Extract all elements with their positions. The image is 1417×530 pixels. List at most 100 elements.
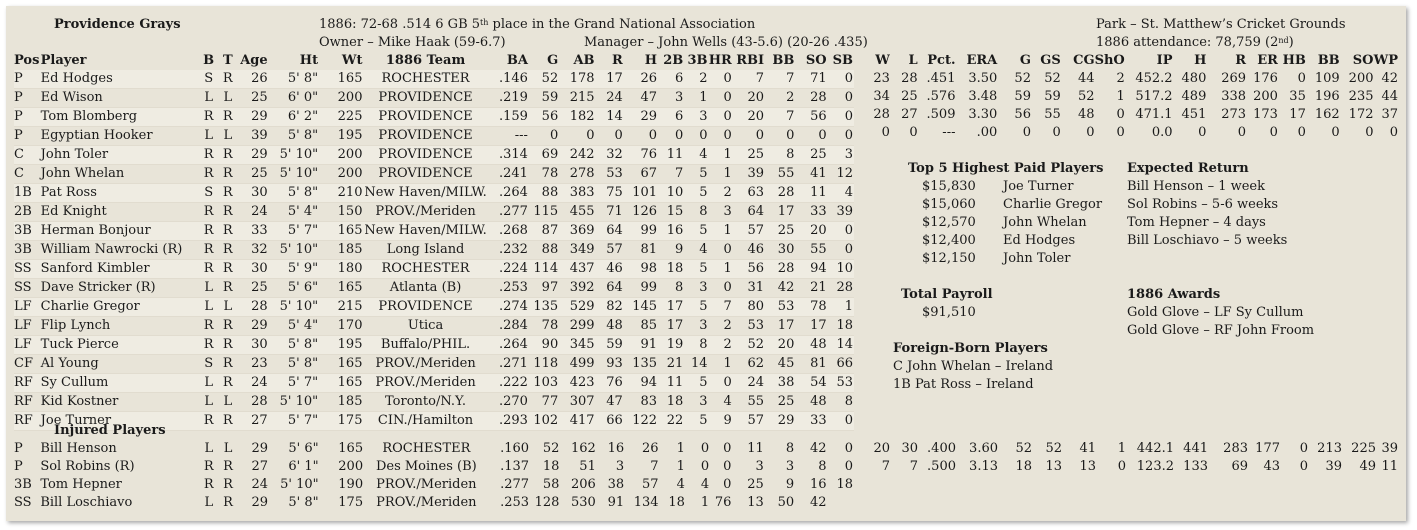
awards-title: 1886 Awards <box>1127 287 1221 302</box>
cell: .224 <box>488 259 529 279</box>
cell: 3 <box>755 459 764 474</box>
cell: 25 <box>238 278 269 298</box>
cell: 442.1 <box>1136 441 1174 456</box>
cell: 0 <box>1086 125 1095 140</box>
column-header: IP <box>1156 53 1173 68</box>
cell: 8 <box>658 278 685 298</box>
cell: .232 <box>488 240 529 260</box>
cell: 24 <box>251 477 268 492</box>
cell: 37 <box>1381 107 1398 122</box>
cell: 87 <box>528 221 560 241</box>
cell: 173 <box>1253 107 1278 122</box>
cell: 49 <box>1359 459 1376 474</box>
cell: 185 <box>319 240 364 260</box>
cell: R <box>218 145 239 165</box>
cell: 215 <box>319 297 364 317</box>
cell: 64 <box>595 221 624 241</box>
cell: 499 <box>559 354 596 374</box>
cell: 196 <box>1314 89 1340 104</box>
cell: 0 <box>732 126 766 146</box>
cell: 7 <box>765 107 796 127</box>
cell: 15 <box>658 202 685 222</box>
cell: 29 <box>765 411 796 431</box>
cell: 7 <box>650 459 659 474</box>
cell: 44 <box>1381 89 1398 104</box>
column-header: RBI <box>736 53 765 68</box>
award-item: Gold Glove – RF John Froom <box>1127 323 1315 338</box>
cell: RF <box>14 373 41 393</box>
cell: 176 <box>1253 71 1278 86</box>
cell: 7 <box>765 70 796 89</box>
player-row: SS Dave Stricker (R) L R 25 5' 6" 165 Atlanta (… <box>14 278 854 298</box>
cell: 25 <box>901 89 918 104</box>
cell: 53 <box>765 297 796 317</box>
column-header: HB <box>1282 53 1306 68</box>
cell: 64 <box>732 202 766 222</box>
cell: P <box>14 70 41 89</box>
cell: 52 <box>1015 441 1032 456</box>
cell: 55 <box>1044 107 1061 122</box>
cell: R <box>218 316 239 336</box>
cell: 28 <box>827 278 854 298</box>
cell: .146 <box>488 70 529 89</box>
cell: 5 <box>684 373 709 393</box>
cell: 9 <box>708 411 733 431</box>
cell: Long Island <box>363 240 489 260</box>
cell: 71 <box>795 70 828 89</box>
cell: Atlanta (B) <box>363 278 489 298</box>
cell: 0 <box>1117 459 1126 474</box>
cell: Kid Kostner <box>40 392 201 412</box>
cell: 55 <box>732 392 766 412</box>
cell: R <box>218 259 239 279</box>
cell: .274 <box>488 297 529 317</box>
cell: 1 <box>676 459 685 474</box>
player-row: P Tom Blomberg R R 29 6' 2" 225 PROVIDENCE .159 5… <box>14 107 854 127</box>
cell: LF <box>14 297 41 317</box>
cell: 103 <box>528 373 560 393</box>
cell: 23 <box>238 354 269 374</box>
cell: R <box>218 354 239 374</box>
cell: 29 <box>251 441 268 456</box>
cell: 172 <box>1348 107 1374 122</box>
cell: 76 <box>623 145 659 165</box>
pitching-row: 34 25 .576 3.48 59 59 52 1 517.2 489 338 200 35 196 23… <box>866 88 1398 106</box>
cell: 5' 8" <box>268 354 320 374</box>
cell: 369 <box>559 221 596 241</box>
cell: 80 <box>732 297 766 317</box>
cell: 19 <box>658 335 685 355</box>
cell: Sol Robins (R) <box>40 459 135 474</box>
cell: 126 <box>623 202 659 222</box>
top-paid-title: Top 5 Highest Paid Players <box>908 161 1104 176</box>
cell: 109 <box>1314 71 1340 86</box>
column-header: GS <box>1040 53 1061 68</box>
cell: PROVIDENCE <box>363 145 489 165</box>
cell: 5' 8" <box>268 335 320 355</box>
cell: .160 <box>500 441 530 456</box>
cell: 6 <box>658 70 685 89</box>
cell: R <box>200 335 219 355</box>
foreign-title: Foreign-Born Players <box>893 341 1048 356</box>
cell: R <box>218 278 239 298</box>
column-header: CG <box>1073 53 1095 68</box>
cell: R <box>200 145 219 165</box>
payroll-title: Total Payroll <box>901 287 993 302</box>
cell: R <box>218 107 239 127</box>
cell: 9 <box>658 240 685 260</box>
cell: 3.60 <box>969 441 998 456</box>
cell: R <box>200 240 219 260</box>
cell: 3 <box>684 107 709 127</box>
cell: 0 <box>700 459 710 474</box>
cell: 24 <box>732 373 766 393</box>
cell: LF <box>14 335 41 355</box>
player-row: RF Sy Cullum L R 24 5' 7" 165 PROV./Meriden .222… <box>14 373 854 393</box>
cell: .277 <box>488 202 529 222</box>
cell: 3 <box>615 459 625 474</box>
column-header: Pos <box>14 53 40 68</box>
cell: 18 <box>658 392 685 412</box>
cell: 24 <box>595 88 624 108</box>
cell: 28 <box>238 392 269 412</box>
cell: 21 <box>658 354 685 374</box>
salary-value: $12,150 <box>922 251 976 266</box>
cell: .253 <box>500 495 530 510</box>
player-row: SS Sanford Kimbler R R 30 5' 9" 180 ROCHESTER .2… <box>14 259 854 279</box>
